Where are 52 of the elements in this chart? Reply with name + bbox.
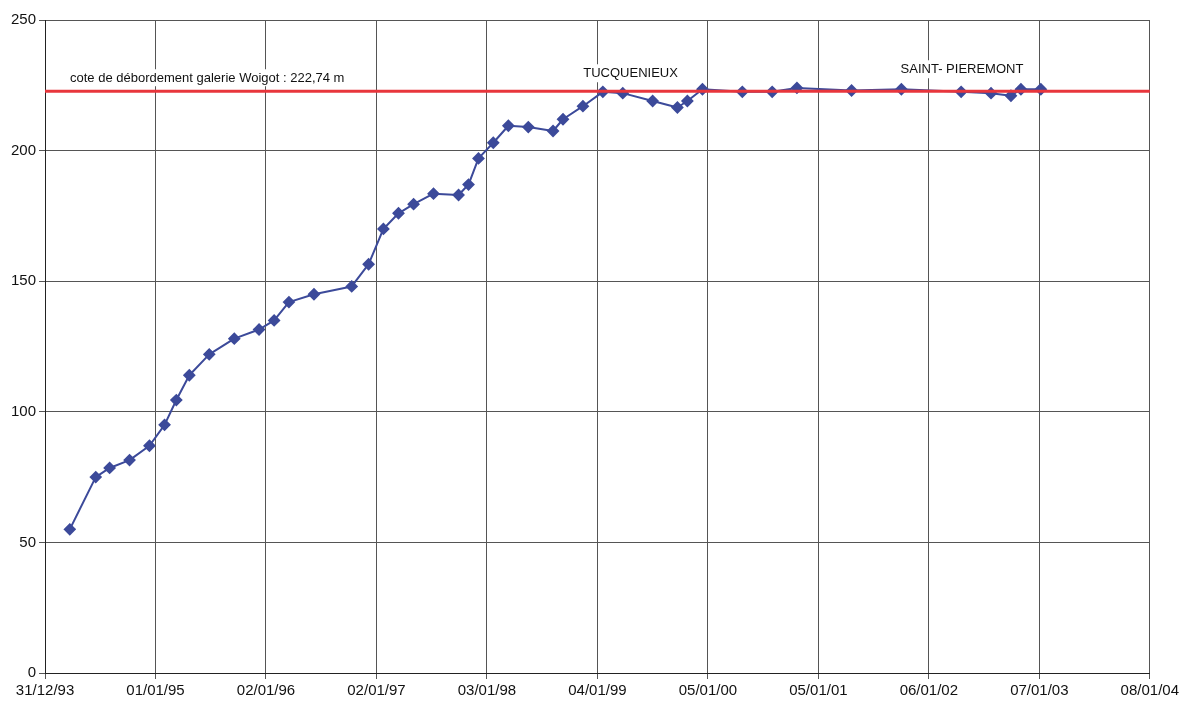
point xyxy=(345,280,358,293)
point xyxy=(362,258,375,271)
point xyxy=(576,100,589,113)
x-tick-label: 02/01/97 xyxy=(347,681,406,699)
point xyxy=(407,198,420,211)
point xyxy=(522,121,535,134)
point xyxy=(392,207,405,220)
point xyxy=(170,394,183,407)
point xyxy=(462,178,475,191)
y-tick-label: 50 xyxy=(19,532,37,550)
point xyxy=(89,471,102,484)
point xyxy=(63,523,76,536)
x-tick-label: 02/01/96 xyxy=(236,681,296,699)
point xyxy=(427,187,440,200)
x-tick-label: 05/01/00 xyxy=(678,681,738,699)
annotation: TUCQUENIEUX xyxy=(583,64,679,80)
point xyxy=(646,94,659,107)
point xyxy=(307,288,320,301)
point xyxy=(472,152,485,165)
y-tick-label: 150 xyxy=(11,271,37,289)
point xyxy=(183,369,196,382)
y-tick-label: 250 xyxy=(11,10,37,28)
y-tick-label: 0 xyxy=(27,663,37,681)
x-tick-label: 08/01/04 xyxy=(1120,681,1179,699)
annotation: SAINT- PIEREMONT xyxy=(900,60,1024,76)
point xyxy=(452,189,465,201)
point xyxy=(681,94,694,107)
ref-line-label: cote de débordement galerie Woigot : 222,74 m xyxy=(70,70,345,86)
point xyxy=(282,296,295,309)
point xyxy=(671,101,684,114)
y-tick-label: 200 xyxy=(11,140,37,158)
point xyxy=(253,323,266,336)
point xyxy=(123,454,136,467)
point xyxy=(377,222,390,235)
point xyxy=(203,348,216,361)
point xyxy=(487,136,500,149)
x-tick-label: 03/01/98 xyxy=(457,681,517,699)
point xyxy=(502,119,515,132)
x-tick-label: 31/12/93 xyxy=(15,681,75,699)
x-tick-label: 05/01/01 xyxy=(789,681,848,699)
point xyxy=(547,125,560,138)
y-tick-label: 100 xyxy=(11,401,37,419)
x-tick-label: 01/01/95 xyxy=(126,681,185,699)
point xyxy=(158,418,171,431)
x-tick-label: 07/01/03 xyxy=(1010,681,1069,699)
point xyxy=(143,439,156,452)
x-tick-label: 06/01/02 xyxy=(899,681,959,699)
point xyxy=(228,332,241,345)
point xyxy=(268,314,281,327)
x-tick-label: 04/01/99 xyxy=(568,681,627,699)
point xyxy=(103,461,116,474)
point xyxy=(557,113,570,126)
